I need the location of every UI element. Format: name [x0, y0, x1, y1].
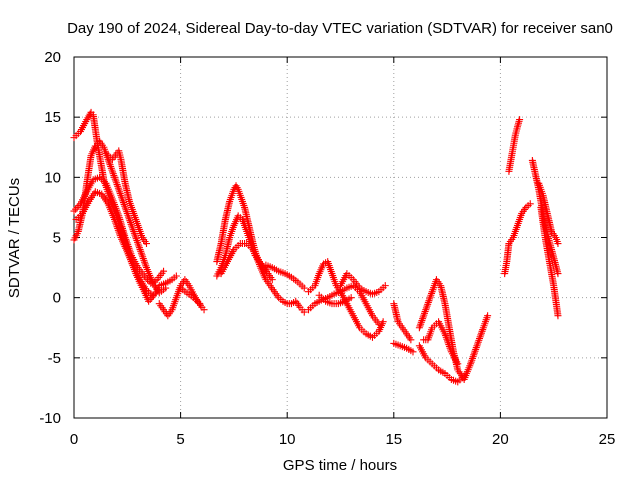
data-point [300, 284, 308, 292]
x-tick-label: 25 [599, 431, 616, 448]
x-tick-label: 0 [70, 431, 78, 448]
series-track-n [337, 270, 389, 298]
data-point [160, 267, 168, 275]
series-track-q [390, 339, 417, 356]
axis-ticks [73, 56, 608, 419]
data-point [162, 284, 170, 292]
series-track-e [102, 147, 150, 248]
x-axis-label: GPS time / hours [283, 457, 397, 474]
series-track-o [315, 291, 355, 308]
grid-lines [74, 57, 607, 418]
series-track-h [213, 182, 308, 316]
x-tick-label: 5 [176, 431, 184, 448]
y-tick-label: 5 [53, 230, 61, 247]
series-track-p [390, 300, 415, 344]
x-tick-labels: 0 5 10 15 20 25 [70, 431, 616, 448]
series-track-m [305, 258, 383, 328]
x-tick-label: 10 [279, 431, 296, 448]
data-point [516, 116, 524, 124]
data-point [407, 336, 415, 344]
chart-title: Day 190 of 2024, Sidereal Day-to-day VTE… [67, 20, 613, 37]
data-point [460, 372, 468, 380]
data-point [72, 205, 80, 213]
data-point [554, 312, 562, 320]
data-point [196, 300, 204, 308]
series-track-g [177, 284, 204, 308]
data-point [526, 200, 534, 208]
series-track-t [420, 318, 462, 368]
y-tick-label: 15 [44, 109, 61, 126]
x-tick-label: 15 [385, 431, 402, 448]
data-point [554, 270, 562, 278]
data-point [347, 294, 355, 302]
y-axis-label: SDTVAR / TECUs [6, 178, 23, 298]
data-point [300, 308, 308, 316]
x-tick-label: 20 [492, 431, 509, 448]
y-tick-label: 0 [53, 290, 61, 307]
data-point [268, 276, 276, 284]
data-point [149, 291, 157, 299]
series-track-r [415, 276, 492, 383]
series-track-j [217, 240, 270, 278]
data-point [172, 272, 180, 280]
data-point [142, 240, 150, 248]
plot-frame [73, 56, 608, 419]
y-tick-labels: -10 -5 0 5 10 15 20 [39, 49, 61, 427]
data-point [375, 320, 383, 328]
series-track-u [501, 200, 534, 278]
data-point [554, 240, 562, 248]
data-point [454, 360, 462, 368]
data-point [379, 318, 387, 326]
y-tick-label: -10 [39, 410, 61, 427]
data-point [200, 306, 208, 314]
series-track-d [72, 188, 157, 299]
y-tick-label: 20 [44, 49, 61, 66]
data-point [409, 348, 417, 356]
data-marks [70, 108, 562, 386]
series-track-y [528, 156, 562, 278]
series-track-v [505, 116, 524, 175]
series-track-s [415, 342, 468, 386]
series-track-k [262, 261, 308, 292]
data-point [484, 312, 492, 320]
y-tick-label: -5 [48, 350, 61, 367]
data-point [381, 282, 389, 290]
y-tick-label: 10 [44, 169, 61, 186]
data-point [70, 207, 78, 215]
